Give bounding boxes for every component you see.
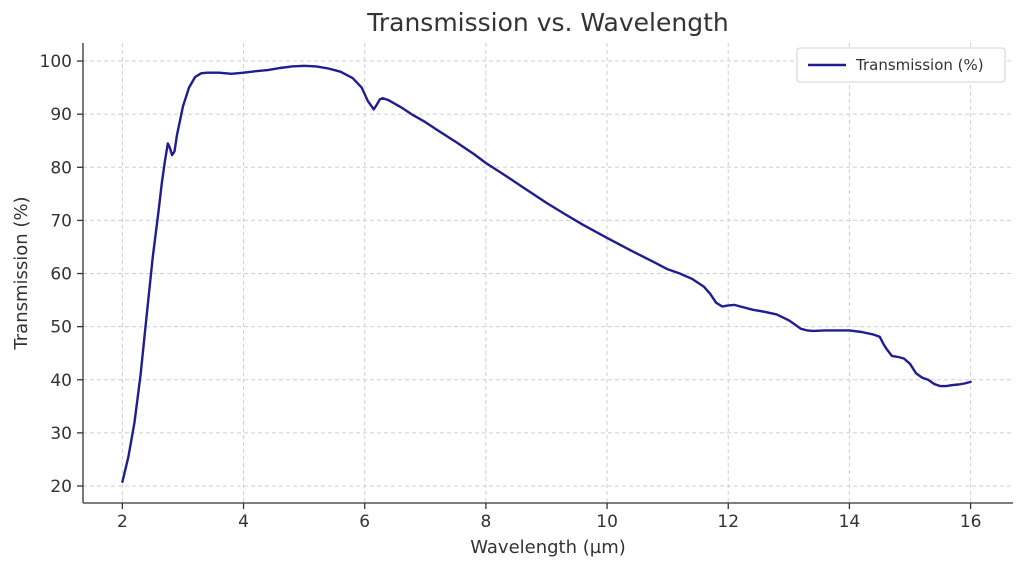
y-tick-label: 80: [50, 158, 72, 178]
x-tick-label: 14: [839, 512, 861, 532]
y-axis-label: Transmission (%): [11, 196, 32, 350]
x-tick-label: 16: [960, 512, 982, 532]
y-tick-label: 30: [50, 424, 72, 444]
axes: [82, 43, 1013, 504]
x-tick-label: 12: [717, 512, 739, 532]
series-layer: [121, 64, 972, 483]
y-tick-label: 90: [50, 105, 72, 125]
x-tick-label: 6: [359, 512, 370, 532]
x-tick-label: 8: [480, 512, 491, 532]
legend-box: [796, 47, 1006, 83]
y-tick-label: 20: [50, 477, 72, 497]
y-tick-label: 100: [40, 52, 72, 72]
series-line-transmission: [121, 64, 972, 483]
legend: Transmission (%): [796, 47, 1006, 83]
ticks: 2 4 6 8 10 12 14 16 20 30 40 50 60 70 80 90 100: [40, 52, 982, 532]
x-axis-label: Wavelength (µm): [470, 537, 626, 558]
x-tick-label: 4: [238, 512, 249, 532]
x-tick-label: 2: [117, 512, 128, 532]
y-tick-label: 60: [50, 265, 72, 285]
y-tick-label: 70: [50, 211, 72, 231]
legend-label-transmission: Transmission (%): [855, 56, 984, 74]
x-tick-label: 10: [596, 512, 618, 532]
grid: [83, 43, 1013, 503]
y-tick-label: 40: [50, 371, 72, 391]
chart-title: Transmission vs. Wavelength: [366, 8, 728, 37]
y-tick-label: 50: [50, 318, 72, 338]
